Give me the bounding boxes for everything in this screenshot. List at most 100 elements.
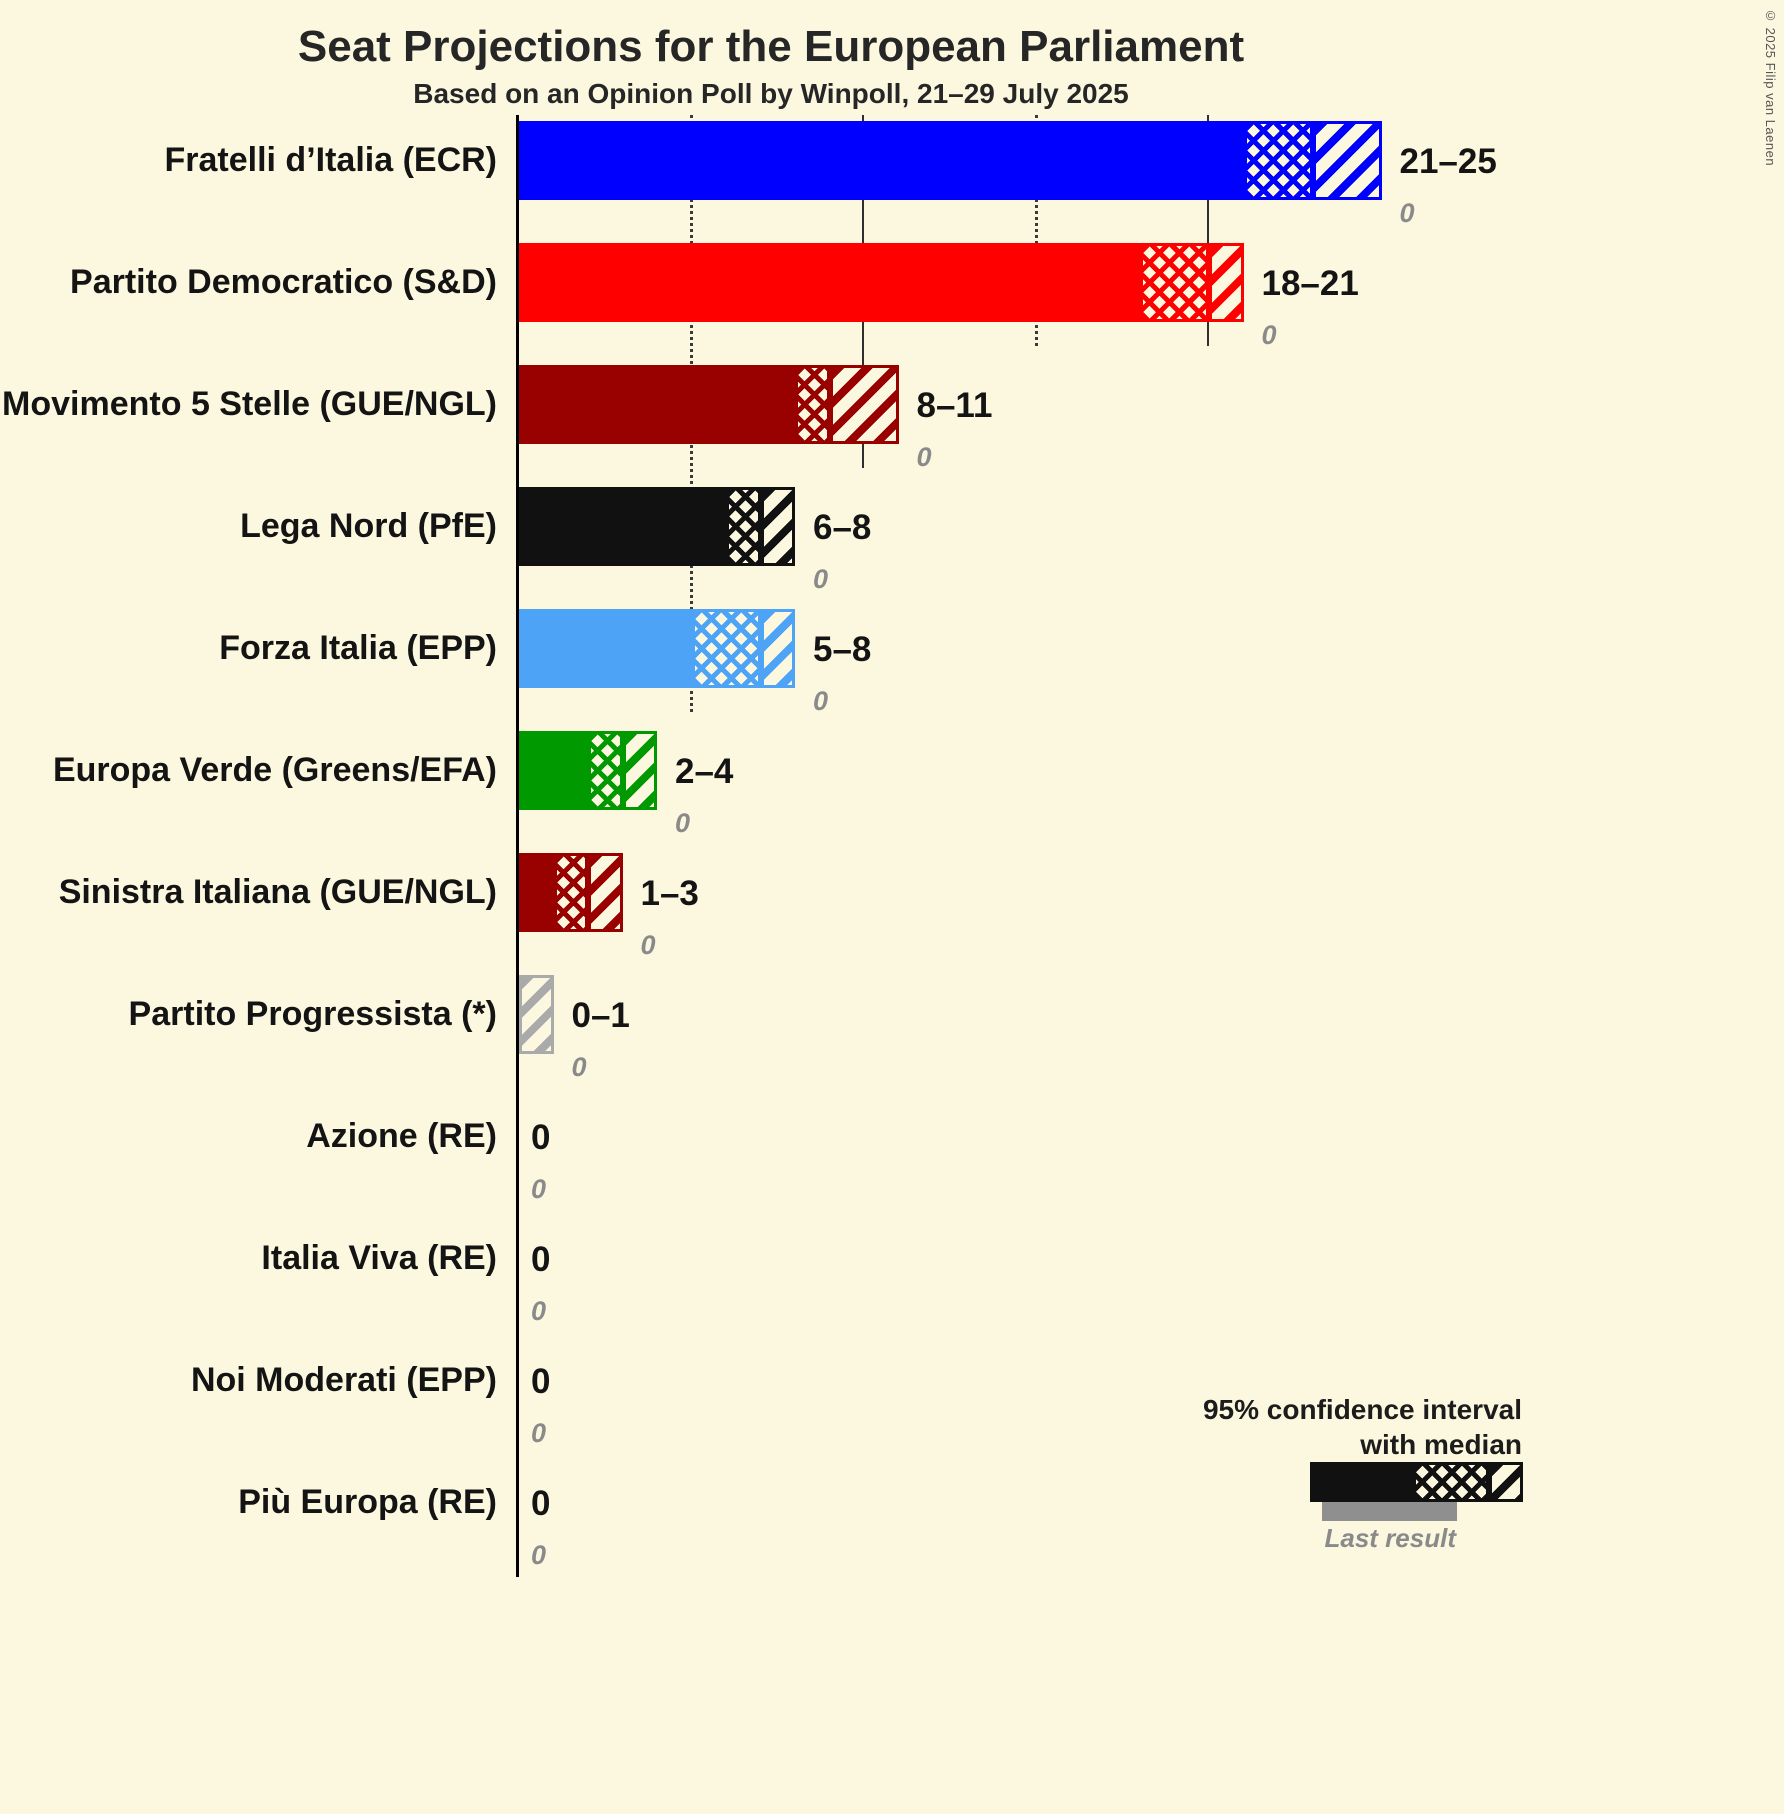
gridline-20-seats <box>1207 115 1209 346</box>
bar-solid-segment <box>519 487 726 566</box>
value-labels: 5–8 0 <box>813 609 871 717</box>
last-result-value: 0 <box>916 442 932 472</box>
bar-diagonal-segment <box>622 731 657 810</box>
bar-solid-segment <box>519 121 1244 200</box>
party-label: Fratelli d’Italia (ECR) <box>164 141 498 179</box>
bar-solid-segment <box>519 609 692 688</box>
bar-crosshatch-segment <box>553 853 588 932</box>
bar-crosshatch-segment <box>726 487 761 566</box>
bar-diagonal-segment <box>519 975 554 1054</box>
value-labels: 1–3 0 <box>641 853 699 961</box>
value-labels: 0–1 0 <box>572 975 630 1083</box>
bar-diagonal-segment <box>1209 243 1244 322</box>
legend-solid-segment <box>1310 1462 1413 1502</box>
legend-crosshatch-segment <box>1413 1462 1489 1502</box>
gridline-15-seats <box>1034 115 1038 346</box>
party-row: Partito Progressista (*) 0–1 0 <box>0 975 1784 1097</box>
party-row: Partito Democratico (S&D) 18–21 0 <box>0 243 1784 365</box>
seat-bar <box>519 121 1382 200</box>
legend-caption-line1: 95% confidence interval <box>1202 1394 1522 1425</box>
party-label: Italia Viva (RE) <box>261 1239 497 1277</box>
last-result-value: 0 <box>1399 198 1415 228</box>
value-labels: 0 0 <box>531 1341 550 1449</box>
party-row: Noi Moderati (EPP) 0 0 <box>0 1341 1784 1463</box>
seat-range-label: 2–4 <box>675 751 734 791</box>
seat-range-label: 6–8 <box>813 507 872 547</box>
bar-diagonal-segment <box>760 487 795 566</box>
bar-diagonal-segment <box>1312 121 1382 200</box>
value-labels: 2–4 0 <box>675 731 733 839</box>
seat-bar <box>519 487 795 566</box>
party-row: Forza Italia (EPP) 5–8 0 <box>0 609 1784 731</box>
bar-solid-segment <box>519 853 554 932</box>
chart-subtitle: Based on an Opinion Poll by Winpoll, 21–… <box>413 78 1129 109</box>
party-row: Azione (RE) 0 0 <box>0 1097 1784 1219</box>
last-result-value: 0 <box>531 1296 547 1326</box>
bar-diagonal-segment <box>588 853 623 932</box>
last-result-value: 0 <box>640 930 656 960</box>
last-result-value: 0 <box>531 1540 547 1570</box>
seat-range-label: 8–11 <box>916 385 993 425</box>
bar-crosshatch-segment <box>1243 121 1313 200</box>
last-result-value: 0 <box>675 808 691 838</box>
last-result-value: 0 <box>531 1418 547 1448</box>
bar-solid-segment <box>519 731 588 810</box>
bar-crosshatch-segment <box>691 609 761 688</box>
last-result-value: 0 <box>571 1052 587 1082</box>
seat-bar <box>519 853 623 932</box>
y-axis-line <box>516 115 519 1577</box>
value-labels: 6–8 0 <box>813 487 871 595</box>
bar-solid-segment <box>519 365 795 444</box>
seat-range-label: 0 <box>531 1117 551 1157</box>
party-row: Italia Viva (RE) 0 0 <box>0 1219 1784 1341</box>
party-label: Sinistra Italiana (GUE/NGL) <box>58 873 497 911</box>
legend-sample-bar <box>1310 1462 1523 1502</box>
legend-diagonal-segment <box>1489 1462 1523 1502</box>
party-row: Sinistra Italiana (GUE/NGL) 1–3 0 <box>0 853 1784 975</box>
party-row: Più Europa (RE) 0 0 <box>0 1463 1784 1585</box>
party-label: Europa Verde (Greens/EFA) <box>52 751 497 789</box>
copyright-notice: © 2025 Filip van Laenen <box>1763 8 1778 167</box>
bar-diagonal-segment <box>829 365 899 444</box>
value-labels: 0 0 <box>531 1219 550 1327</box>
seat-range-label: 0 <box>531 1361 551 1401</box>
legend-caption-line2: with median <box>1360 1429 1522 1460</box>
party-label: Più Europa (RE) <box>238 1483 497 1521</box>
seat-range-label: 0–1 <box>571 995 630 1035</box>
value-labels: 21–25 0 <box>1400 121 1497 229</box>
legend-caption: 95% confidence interval with median <box>1022 1392 1522 1462</box>
chart-title: Seat Projections for the European Parlia… <box>297 22 1245 71</box>
last-result-value: 0 <box>813 564 829 594</box>
seat-bar <box>519 975 554 1054</box>
last-result-value: 0 <box>1261 320 1277 350</box>
party-label: Forza Italia (EPP) <box>219 629 497 667</box>
party-row: Fratelli d’Italia (ECR) 21–25 0 <box>0 121 1784 243</box>
party-label: Lega Nord (PfE) <box>240 507 497 545</box>
bar-diagonal-segment <box>760 609 795 688</box>
party-row: Lega Nord (PfE) 6–8 0 <box>0 487 1784 609</box>
last-result-value: 0 <box>531 1174 547 1204</box>
last-result-value: 0 <box>813 686 829 716</box>
bar-crosshatch-segment <box>588 731 623 810</box>
party-label: Azione (RE) <box>306 1117 497 1155</box>
legend-last-result-bar <box>1322 1501 1457 1521</box>
party-label: Partito Democratico (S&D) <box>70 263 497 301</box>
value-labels: 8–11 0 <box>917 365 993 473</box>
seat-bar <box>519 731 657 810</box>
party-row: Movimento 5 Stelle (GUE/NGL) 8–11 0 <box>0 365 1784 487</box>
seat-range-label: 5–8 <box>813 629 872 669</box>
party-row: Europa Verde (Greens/EFA) 2–4 0 <box>0 731 1784 853</box>
value-labels: 0 0 <box>531 1097 550 1205</box>
seat-range-label: 18–21 <box>1261 263 1359 303</box>
value-labels: 18–21 0 <box>1262 243 1359 351</box>
party-label: Partito Progressista (*) <box>128 995 497 1033</box>
bar-solid-segment <box>519 243 1140 322</box>
bar-crosshatch-segment <box>1140 243 1209 322</box>
seat-bar <box>519 243 1244 322</box>
legend-last-result-label: Last result <box>1324 1523 1457 1553</box>
party-label: Noi Moderati (EPP) <box>190 1361 497 1399</box>
seat-range-label: 1–3 <box>640 873 699 913</box>
seat-bar <box>519 609 795 688</box>
